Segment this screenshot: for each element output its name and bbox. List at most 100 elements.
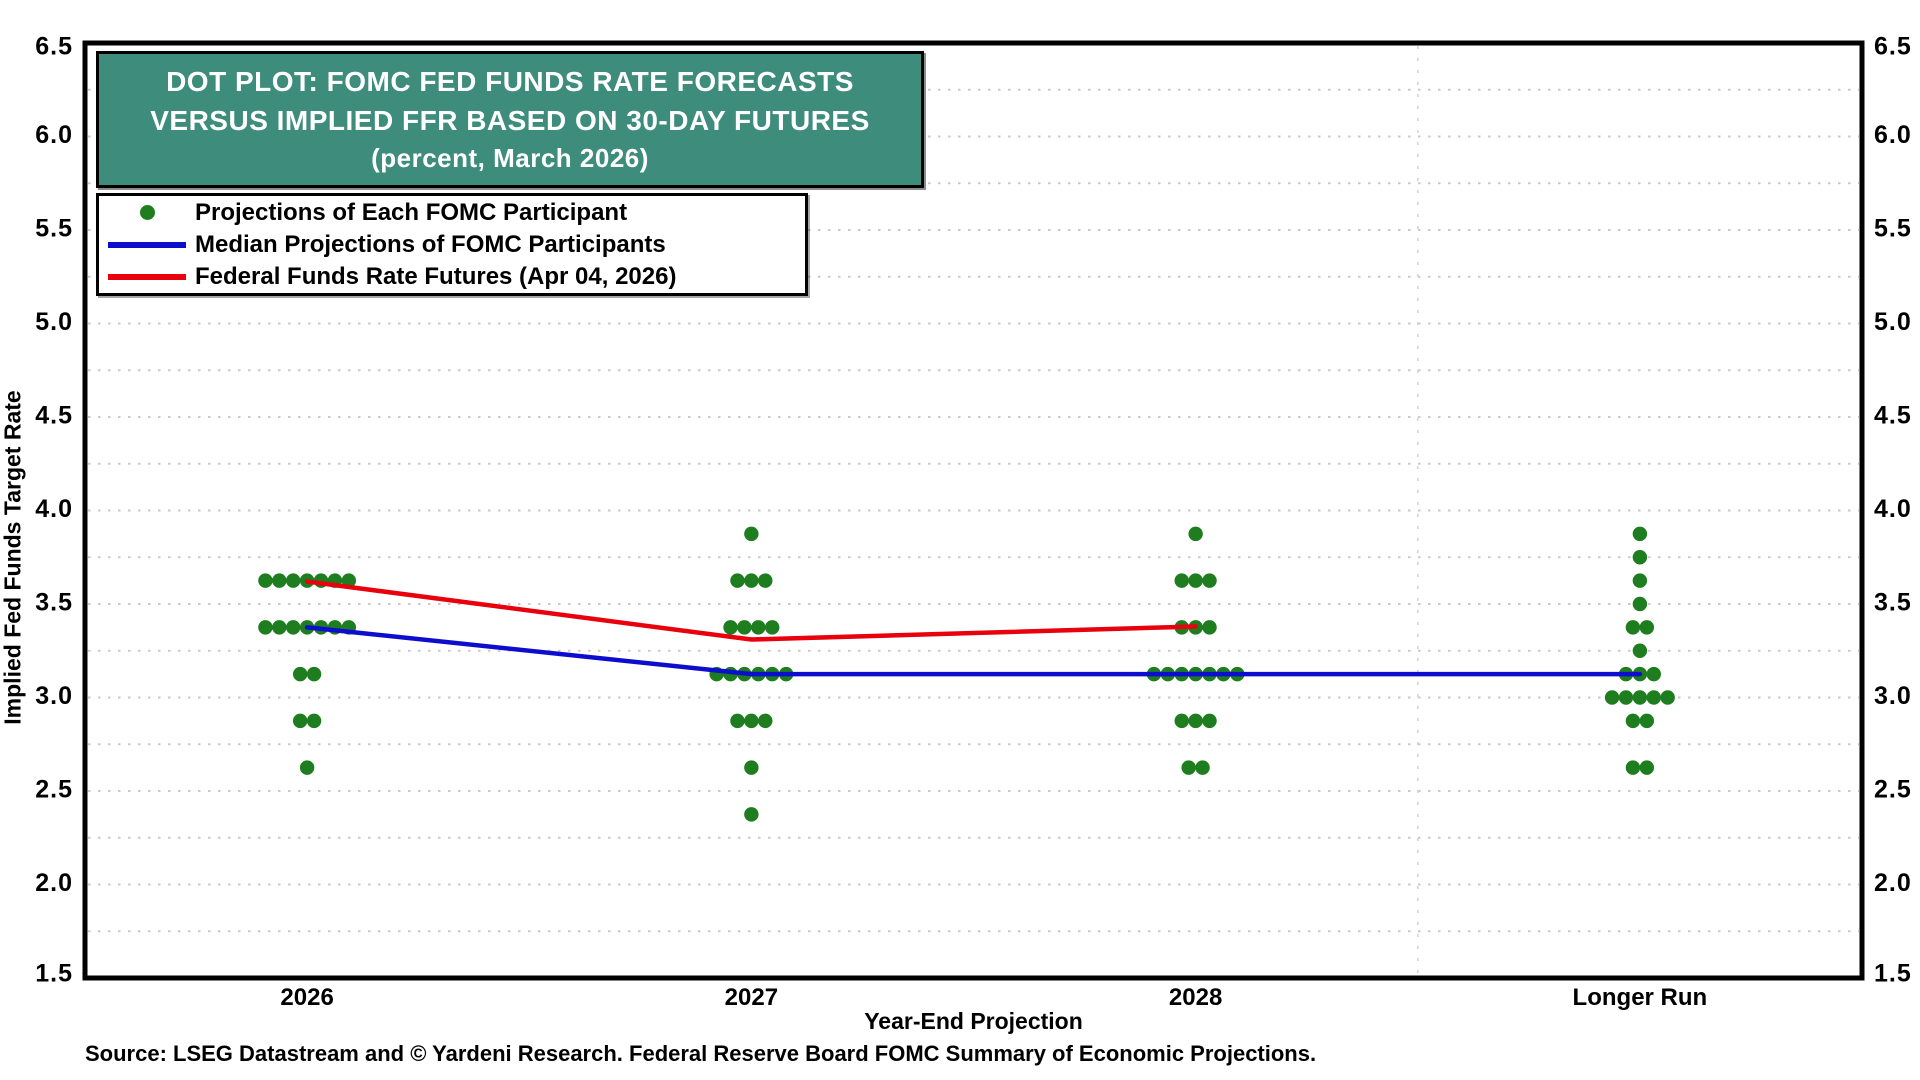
blue-line-icon [99, 241, 195, 248]
y-tick-label-left: 3.0 [35, 682, 73, 710]
fomc-participant-dot [1604, 690, 1620, 705]
y-tick-label-left: 3.5 [35, 589, 73, 617]
median-projection-line [304, 625, 1643, 677]
fomc-participant-dot [744, 526, 759, 542]
legend-item-futures: Federal Funds Rate Futures (Apr 04, 2026… [99, 262, 805, 292]
y-tick-label-right: 3.5 [1874, 589, 1912, 617]
y-tick-label-left: 5.5 [35, 215, 73, 243]
fomc-participant-dot [1202, 620, 1217, 635]
fomc-participant-dot [272, 620, 287, 635]
fomc-participant-dot [272, 573, 287, 588]
y-tick-label-right: 3.0 [1874, 682, 1912, 710]
legend: Projections of Each FOMC Participant Med… [96, 193, 808, 296]
plot-frame [82, 40, 1865, 981]
fomc-participant-dot [1625, 760, 1641, 775]
fomc-participant-dot [1632, 573, 1648, 588]
fomc-participant-dot [1660, 690, 1675, 705]
fomc-participant-dot [341, 573, 357, 588]
fomc-participant-dot [1625, 620, 1641, 635]
fomc-participant-dot [737, 620, 752, 635]
y-tick-label-left: 4.5 [35, 402, 73, 430]
x-axis-title: Year-End Projection [864, 1008, 1083, 1034]
fomc-participant-dot [258, 620, 273, 635]
fomc-participant-dot [292, 666, 308, 682]
fomc-participant-dot [1632, 643, 1648, 658]
y-tick-label-left: 2.0 [35, 869, 73, 897]
fomc-participant-dot [299, 760, 315, 775]
fomc-participant-dot [751, 620, 766, 635]
x-category-label: 2026 [280, 984, 333, 1011]
legend-item-projections: Projections of Each FOMC Participant [99, 198, 805, 228]
fomc-participant-dot [286, 573, 301, 588]
y-tick-label-left: 6.0 [35, 121, 73, 149]
fomc-participant-dot [1625, 713, 1641, 729]
fomc-participant-dot [1202, 573, 1217, 588]
fomc-participant-dot [1646, 666, 1661, 682]
y-tick-label-left: 2.5 [35, 776, 73, 804]
x-category-label: Longer Run [1573, 984, 1708, 1011]
legend-label-projections: Projections of Each FOMC Participant [195, 198, 628, 226]
fomc-participant-dot [1618, 690, 1634, 705]
fomc-participant-dot [292, 713, 308, 729]
y-axis-title: Implied Fed Funds Target Rate [0, 390, 26, 725]
chart-title-line-3: (percent, March 2026) [371, 142, 649, 173]
green-dot-icon [99, 205, 195, 220]
fomc-participant-dot [744, 807, 759, 822]
fomc-participant-dot [723, 620, 738, 635]
fomc-participant-dot [1639, 713, 1655, 729]
fomc-participant-dot [1188, 713, 1203, 729]
fomc-participant-dot [1632, 550, 1648, 565]
fomc-participant-dot [744, 760, 759, 775]
futures-rate-line [304, 579, 1198, 642]
legend-item-median: Median Projections of FOMC Participants [99, 230, 805, 260]
red-line-icon [99, 273, 195, 280]
fomc-participant-dot [306, 666, 322, 682]
fomc-participant-dot [1188, 573, 1203, 588]
fomc-participant-dot [1181, 760, 1196, 775]
fomc-participant-dot [758, 713, 773, 729]
y-tick-label-right: 5.0 [1874, 308, 1912, 336]
y-tick-label-left: 4.0 [35, 495, 73, 523]
fomc-participant-dot [758, 573, 773, 588]
fomc-participant-dot [1632, 596, 1648, 612]
fomc-participant-dot [744, 573, 759, 588]
fomc-participant-dot [1646, 690, 1661, 705]
fomc-participant-dot [1639, 620, 1655, 635]
legend-label-futures: Federal Funds Rate Futures (Apr 04, 2026… [195, 262, 677, 290]
x-category-label: 2027 [725, 984, 778, 1011]
y-tick-label-left: 6.5 [35, 33, 73, 61]
fomc-participant-dot [1188, 526, 1203, 542]
y-tick-label-right: 1.5 [1874, 960, 1912, 988]
fomc-participant-dot [744, 713, 759, 729]
y-tick-label-right: 4.0 [1874, 495, 1912, 523]
fomc-participant-dot [1632, 690, 1648, 705]
y-tick-label-right: 6.0 [1874, 121, 1912, 149]
fomc-participant-dot [1174, 573, 1189, 588]
y-tick-label-right: 2.5 [1874, 776, 1912, 804]
y-tick-label-right: 4.5 [1874, 402, 1912, 430]
y-tick-label-left: 1.5 [35, 960, 73, 988]
y-tick-label-right: 5.5 [1874, 215, 1912, 243]
fomc-participant-dot [765, 620, 780, 635]
fomc-participant-dot [306, 713, 322, 729]
fomc-participant-dot [1202, 713, 1217, 729]
fomc-participant-dot [730, 573, 745, 588]
x-category-label: 2028 [1169, 984, 1222, 1011]
chart-title-box: DOT PLOT: FOMC FED FUNDS RATE FORECASTS … [96, 51, 924, 188]
fomc-participant-dot [1639, 760, 1655, 775]
chart-title-line-1: DOT PLOT: FOMC FED FUNDS RATE FORECASTS [166, 66, 854, 98]
fomc-participant-dot [286, 620, 301, 635]
legend-label-median: Median Projections of FOMC Participants [195, 230, 666, 258]
source-note: Source: LSEG Datastream and © Yardeni Re… [85, 1041, 1317, 1066]
y-tick-label-right: 2.0 [1874, 869, 1912, 897]
fomc-participant-dot [1174, 713, 1189, 729]
fomc-participant-dot [1632, 526, 1648, 542]
chart-title-line-2: VERSUS IMPLIED FFR BASED ON 30-DAY FUTUR… [150, 104, 870, 136]
y-tick-label-right: 6.5 [1874, 33, 1912, 61]
fomc-participant-dot [258, 573, 273, 588]
fomc-participant-dot [730, 713, 745, 729]
y-tick-label-left: 5.0 [35, 308, 73, 336]
fomc-participant-dot [1195, 760, 1210, 775]
